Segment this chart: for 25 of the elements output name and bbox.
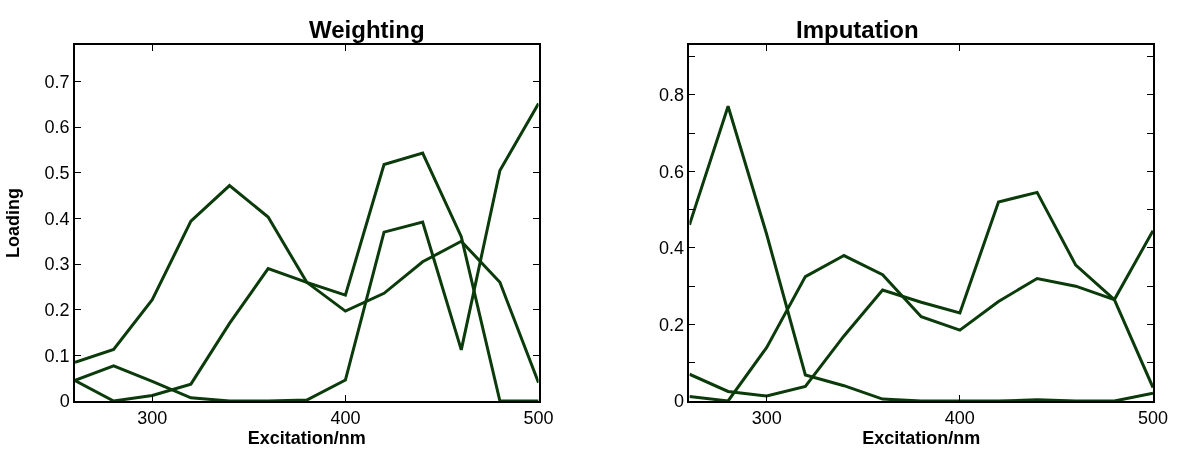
y-tick-label: 0 <box>674 391 685 412</box>
x-tick-label: 400 <box>330 408 361 429</box>
y-tick-label: 0.1 <box>44 345 70 366</box>
y-tick-label: 0.7 <box>44 71 70 92</box>
x-tick-label: 300 <box>751 408 782 429</box>
y-tick-label: 0.6 <box>659 161 685 182</box>
x-tick-label: 400 <box>944 408 975 429</box>
y-tick-label: 0.5 <box>44 163 70 184</box>
y-axis-title: Loading <box>3 188 24 258</box>
y-tick-label: 0.3 <box>44 254 70 275</box>
x-tick-label: 500 <box>523 408 554 429</box>
chart-title: Weighting <box>309 16 425 43</box>
x-axis-title: Excitation/nm <box>862 428 981 449</box>
x-tick-label: 300 <box>137 408 168 429</box>
y-tick-label: 0 <box>59 391 70 412</box>
y-tick-label: 0.2 <box>44 300 70 321</box>
x-axis-title: Excitation/nm <box>247 428 366 449</box>
x-tick-label: 500 <box>1137 408 1169 429</box>
y-tick-label: 0.8 <box>659 85 685 106</box>
y-tick-label: 0.6 <box>44 117 70 138</box>
y-tick-label: 0.4 <box>44 208 70 229</box>
y-tick-label: 0.2 <box>659 314 685 335</box>
chart-title: Imputation <box>796 16 919 43</box>
line-series <box>689 104 1153 401</box>
y-tick-label: 0.4 <box>659 238 685 259</box>
